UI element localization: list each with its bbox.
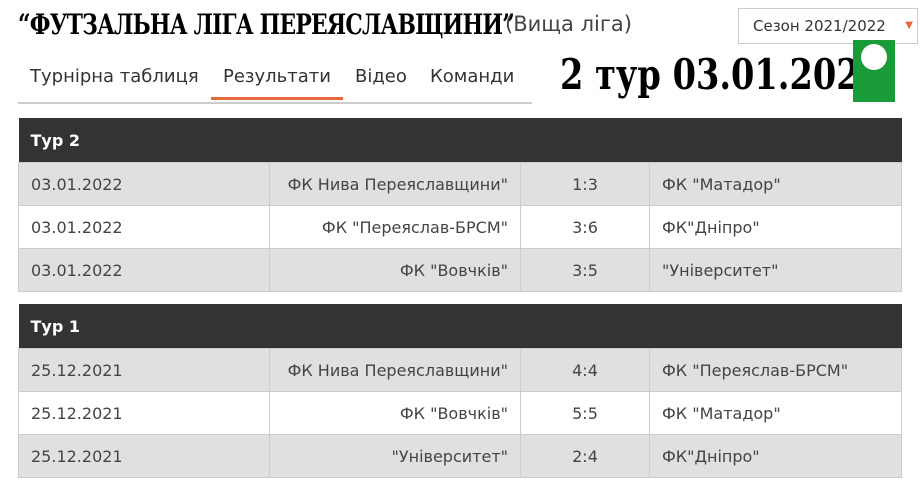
caret-down-icon: ▼ [905,20,913,31]
match-score: 4:4 [520,348,650,392]
match-score: 2:4 [520,434,650,478]
tab-teams[interactable]: Команди [430,66,515,87]
match-date: 03.01.2022 [18,162,270,206]
league-division: (Вища ліга) [505,12,632,36]
tab-video[interactable]: Відео [355,66,407,87]
match-row: 03.01.2022 ФК Нива Переяславщини" 1:3 ФК… [18,162,902,206]
match-row: 25.12.2021 "Університет" 2:4 ФК"Дніпро" [18,434,902,478]
match-date: 25.12.2021 [18,434,270,478]
home-team: ФК "Вовчків" [269,248,521,292]
home-team: ФК "Вовчків" [269,391,521,435]
match-score: 3:6 [520,205,650,249]
match-score: 1:3 [520,162,650,206]
away-team: ФК"Дніпро" [649,205,902,249]
match-date: 25.12.2021 [18,348,270,392]
match-score: 5:5 [520,391,650,435]
home-team: ФК Нива Переяславщини" [269,162,521,206]
away-team: ФК"Дніпро" [649,434,902,478]
match-date: 25.12.2021 [18,391,270,435]
match-row: 03.01.2022 ФК "Переяслав-БРСМ" 3:6 ФК"Дн… [18,205,902,249]
home-team: ФК "Переяслав-БРСМ" [269,205,521,249]
match-score: 3:5 [520,248,650,292]
away-team: ФК "Матадор" [649,162,902,206]
match-row: 25.12.2021 ФК Нива Переяславщини" 4:4 ФК… [18,348,902,392]
round-header: Тур 1 [18,304,902,349]
away-team: ФК "Переяслав-БРСМ" [649,348,902,392]
results-table: Тур 1 25.12.2021 ФК Нива Переяславщини" … [18,304,902,478]
match-date: 03.01.2022 [18,248,270,292]
tab-results[interactable]: Результати [211,66,343,100]
nav-tabs: Турнірна таблиця Результати Відео Команд… [18,60,532,104]
ball-icon [861,44,887,70]
match-row: 25.12.2021 ФК "Вовчків" 5:5 ФК "Матадор" [18,391,902,435]
league-logo [853,40,895,102]
match-row: 03.01.2022 ФК "Вовчків" 3:5 "Університет… [18,248,902,292]
results-table: Тур 2 03.01.2022 ФК Нива Переяславщини" … [18,118,902,292]
tour-caption: 2 тур 03.01.2022 [560,50,884,99]
season-value: Сезон 2021/2022 [753,17,886,35]
away-team: ФК "Матадор" [649,391,902,435]
round-header: Тур 2 [18,118,902,163]
tab-standings[interactable]: Турнірна таблиця [30,66,199,87]
season-select[interactable]: Сезон 2021/2022 ▼ [738,8,918,44]
league-title: “ФУТЗАЛЬНА ЛІГА ПЕРЕЯСЛАВЩИНИ” [18,8,515,41]
home-team: ФК Нива Переяславщини" [269,348,521,392]
home-team: "Університет" [269,434,521,478]
away-team: "Університет" [649,248,902,292]
match-date: 03.01.2022 [18,205,270,249]
